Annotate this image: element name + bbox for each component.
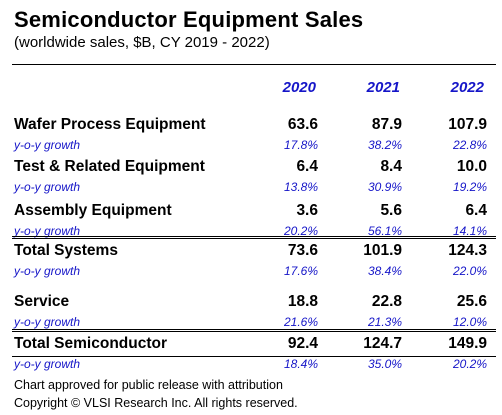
row-spacer — [12, 280, 496, 281]
value-total-systems-2021: 101.9 — [363, 242, 402, 259]
value-service-2022: 25.6 — [456, 293, 487, 310]
growth-total-systems-2022: 22.0% — [452, 264, 487, 278]
growth-assembly-equipment-2020: 20.2% — [283, 224, 318, 238]
growth-wafer-process-equipment-2021: 38.2% — [367, 138, 402, 152]
total-rule-service — [12, 329, 496, 332]
year-header-2022: 2022 — [450, 79, 484, 96]
value-wafer-process-equipment-2021: 87.9 — [371, 116, 402, 133]
value-total-systems-2022: 124.3 — [448, 242, 487, 259]
value-test-and-related-equipment-2022: 10.0 — [456, 158, 487, 175]
growth-assembly-equipment-2021: 56.1% — [367, 224, 402, 238]
growth-total-semiconductor-2022: 20.2% — [452, 357, 487, 371]
value-test-and-related-equipment-2020: 6.4 — [296, 158, 318, 175]
growth-wafer-process-equipment-2020: 17.8% — [283, 138, 318, 152]
growth-label-service: y-o-y growth — [14, 315, 81, 329]
value-assembly-equipment-2020: 3.6 — [296, 202, 318, 219]
row-spacer — [12, 154, 496, 155]
growth-service-2020: 21.6% — [283, 315, 318, 329]
row-label-wafer-process-equipment: Wafer Process Equipment — [14, 116, 206, 133]
growth-total-systems-2020: 17.6% — [283, 264, 318, 278]
growth-test-and-related-equipment-2022: 19.2% — [452, 180, 487, 194]
growth-label-test-and-related-equipment: y-o-y growth — [14, 180, 81, 194]
value-service-2020: 18.8 — [287, 293, 318, 310]
header-rule — [12, 64, 496, 65]
growth-total-semiconductor-2021: 35.0% — [367, 357, 402, 371]
value-total-semiconductor-2022: 149.9 — [448, 335, 487, 352]
value-assembly-equipment-2022: 6.4 — [465, 202, 487, 219]
value-wafer-process-equipment-2020: 63.6 — [287, 116, 318, 133]
value-wafer-process-equipment-2022: 107.9 — [448, 116, 487, 133]
growth-test-and-related-equipment-2020: 13.8% — [283, 180, 318, 194]
growth-label-wafer-process-equipment: y-o-y growth — [14, 138, 81, 152]
growth-test-and-related-equipment-2021: 30.9% — [367, 180, 402, 194]
growth-label-total-systems: y-o-y growth — [14, 264, 81, 278]
growth-service-2022: 12.0% — [452, 315, 487, 329]
growth-label-assembly-equipment: y-o-y growth — [14, 224, 81, 238]
bottom-rule — [12, 356, 496, 357]
chart-subtitle: (worldwide sales, $B, CY 2019 - 2022) — [14, 34, 270, 51]
growth-total-systems-2021: 38.4% — [367, 264, 402, 278]
value-service-2021: 22.8 — [371, 293, 402, 310]
value-total-semiconductor-2021: 124.7 — [363, 335, 402, 352]
value-total-semiconductor-2020: 92.4 — [287, 335, 318, 352]
row-label-assembly-equipment: Assembly Equipment — [14, 202, 172, 219]
row-label-test-and-related-equipment: Test & Related Equipment — [14, 158, 205, 175]
growth-wafer-process-equipment-2022: 22.8% — [452, 138, 487, 152]
total-rule-assembly-equipment — [12, 236, 496, 239]
value-assembly-equipment-2021: 5.6 — [380, 202, 402, 219]
year-header-2020: 2020 — [282, 79, 316, 96]
footer-attribution: Chart approved for public release with a… — [14, 378, 283, 392]
footer-copyright: Copyright © VLSI Research Inc. All right… — [14, 396, 298, 410]
growth-label-total-semiconductor: y-o-y growth — [14, 357, 81, 371]
growth-assembly-equipment-2022: 14.1% — [452, 224, 487, 238]
value-test-and-related-equipment-2021: 8.4 — [380, 158, 402, 175]
value-total-systems-2020: 73.6 — [287, 242, 318, 259]
row-label-total-systems: Total Systems — [14, 242, 118, 259]
row-spacer — [12, 196, 496, 197]
row-label-service: Service — [14, 293, 70, 310]
row-label-total-semiconductor: Total Semiconductor — [14, 335, 168, 352]
year-header-2021: 2021 — [366, 79, 400, 96]
chart-title: Semiconductor Equipment Sales — [14, 7, 364, 32]
growth-total-semiconductor-2020: 18.4% — [283, 357, 318, 371]
growth-service-2021: 21.3% — [367, 315, 402, 329]
